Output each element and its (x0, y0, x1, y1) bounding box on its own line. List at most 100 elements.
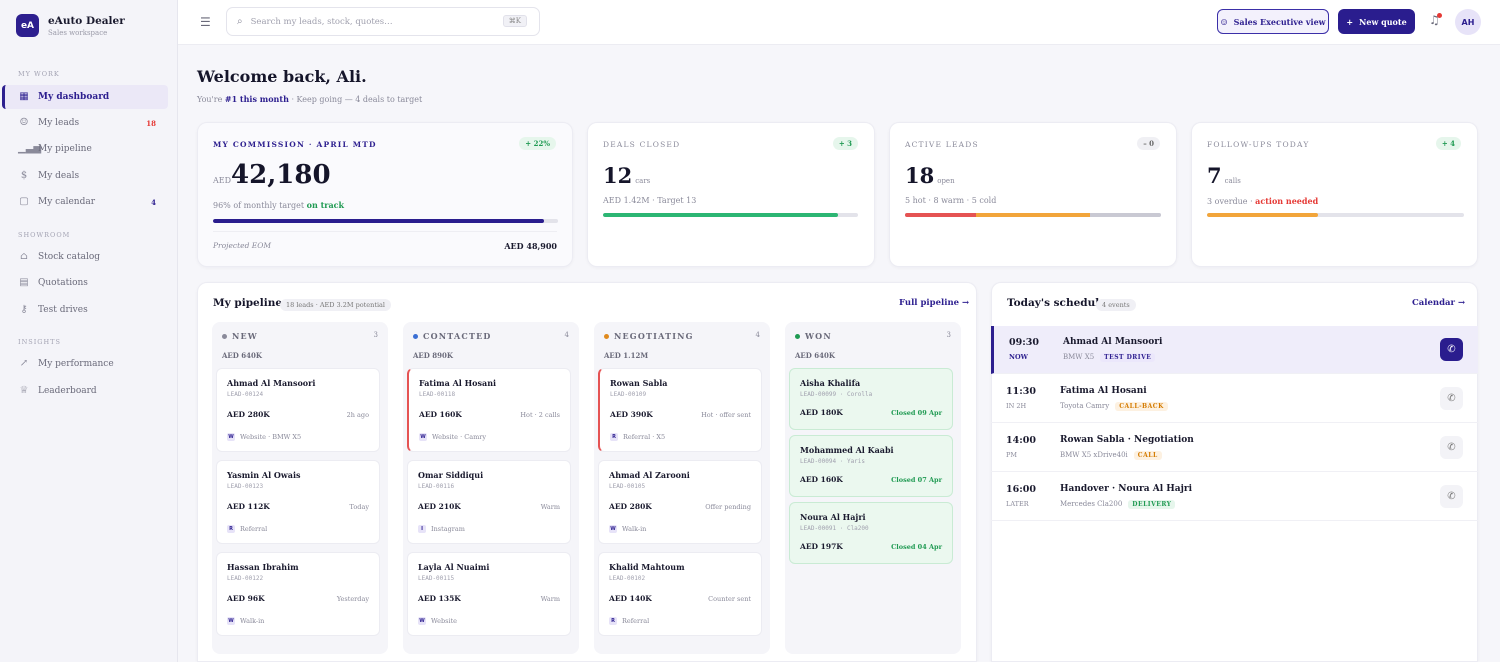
lead-source: R Referral (227, 525, 267, 533)
lead-card[interactable]: Ahmad Al Zarooni LEAD-00105 AED 280K Offer … (598, 460, 762, 544)
phone-icon[interactable]: ✆ (1440, 387, 1463, 410)
sidebar-item-quotations[interactable]: ▤ Quotations (2, 271, 168, 295)
kpi-delta-badge: + 3 (832, 137, 858, 150)
event-time: 09:30 (1009, 337, 1039, 348)
sidebar-item-my-leads[interactable]: ☺ My leads 18 (2, 111, 168, 135)
phone-icon[interactable]: ✆ (1440, 485, 1463, 508)
lead-source: W Walk-in (609, 525, 646, 533)
sidebar-item-my-performance[interactable]: ↗ My performance (2, 352, 168, 376)
lead-amount: AED 112K (227, 502, 270, 511)
hot-segment (905, 213, 977, 217)
sidebar-item-my-calendar[interactable]: ▢ My calendar 4 (2, 190, 168, 214)
nav-section-my-work: MY WORK (18, 70, 60, 78)
lead-card[interactable]: Fatima Al Hosani LEAD-00118 AED 160K Hot · … (407, 368, 571, 452)
lead-amount: AED 140K (609, 594, 652, 603)
source-icon: W (227, 617, 235, 625)
sidebar-item-label: My dashboard (38, 92, 110, 102)
lead-amount: AED 160K (419, 410, 462, 419)
kpi-card-active-leads[interactable]: ACTIVE LEADS – 0 18 open 5 hot · 8 warm ·… (889, 122, 1177, 267)
schedule-event[interactable]: 09:30 NOW Ahmad Al Mansoori BMW X5 TEST DRIV… (991, 326, 1478, 374)
kpi-card-deals-closed[interactable]: DEALS CLOSED + 3 12 cars AED 1.42M · Targ… (587, 122, 875, 267)
column-count: 3 (946, 331, 951, 339)
grid-icon: ▦ (19, 91, 29, 102)
source-label: Website (431, 617, 458, 625)
topbar: ☰ ⌕ ⌘K ☺ Sales Executive view + New quot… (178, 0, 1500, 45)
sidebar-item-stock-catalog[interactable]: ⌂ Stock catalog (2, 245, 168, 269)
lead-name: Rowan Sabla (610, 378, 668, 388)
lead-id: LEAD-00105 (609, 483, 646, 490)
lead-card[interactable]: Yasmin Al Owais LEAD-00123 AED 112K Today R R… (216, 460, 380, 544)
source-icon: W (419, 433, 427, 441)
kpi-delta-badge: – 0 (1137, 137, 1160, 150)
sidebar-item-leaderboard[interactable]: ♕ Leaderboard (2, 379, 168, 403)
calendar-link[interactable]: Calendar → (1412, 298, 1466, 308)
lead-card[interactable]: Noura Al Hajri LEAD-00091 · Cla200 AED 197… (789, 502, 953, 564)
search-input[interactable] (250, 16, 491, 27)
schedule-event[interactable]: 16:00 LATER Handover · Noura Al Hajri Merce… (991, 473, 1478, 521)
search-icon: ⌕ (237, 16, 243, 27)
kpi-subtext: 96% of monthly target on track (213, 200, 344, 210)
lead-meta: Hot · 2 calls (520, 411, 560, 419)
sidebar-item-my-pipeline[interactable]: ▁▃▅ My pipeline (2, 137, 168, 161)
event-type-badge: TEST DRIVE (1100, 353, 1156, 362)
schedule-event[interactable]: 14:00 PM Rowan Sabla · Negotiation BMW X5 x… (991, 424, 1478, 472)
pipeline-column-new: NEW 3 AED 640K Ahmad Al Mansoori LEAD-00124 A… (212, 322, 388, 654)
brand[interactable]: eA eAuto Dealer Sales workspace (16, 14, 125, 37)
kpi-card-followups[interactable]: FOLLOW-UPS TODAY + 4 7 calls 3 overdue · … (1191, 122, 1478, 267)
kpi-card-commission[interactable]: MY COMMISSION · APRIL MTD + 22% AED42,18… (197, 122, 573, 267)
calendar-icon: ▢ (19, 196, 29, 207)
bell-icon[interactable]: ♫ (1429, 13, 1440, 27)
column-name: CONTACTED (423, 331, 492, 341)
sidebar-item-test-drives[interactable]: ⚷ Test drives (2, 298, 168, 322)
page-title: Welcome back, Ali. (197, 67, 367, 86)
warm-segment (976, 213, 1090, 217)
welcome-prefix: You're (197, 95, 223, 104)
event-time: 16:00 (1006, 484, 1036, 495)
lead-meta: Closed 07 Apr (891, 476, 942, 484)
schedule-event[interactable]: 11:30 IN 2H Fatima Al Hosani Toyota Camry CA… (991, 375, 1478, 423)
lead-amount: AED 180K (800, 408, 843, 417)
lead-id: LEAD-00102 (609, 575, 646, 582)
source-label: Website · BMW X5 (240, 433, 302, 441)
phone-icon[interactable]: ✆ (1440, 436, 1463, 459)
lead-card[interactable]: Omar Siddiqui LEAD-00116 AED 210K Warm I Inst… (407, 460, 571, 544)
brand-logo: eA (16, 14, 39, 37)
event-detail: BMW X5 TEST DRIVE (1063, 353, 1156, 362)
event-type-badge: DELIVERY (1128, 500, 1176, 509)
event-relative-time: IN 2H (1006, 402, 1027, 410)
sidebar-item-my-dashboard[interactable]: ▦ My dashboard (2, 85, 168, 109)
event-car: BMW X5 xDrive40i (1060, 451, 1128, 459)
lead-card[interactable]: Mohammed Al Kaabi LEAD-00094 · Yaris AED 1… (789, 435, 953, 497)
welcome-subtitle: You're #1 this month · Keep going — 4 de… (197, 94, 422, 104)
search-box[interactable]: ⌕ ⌘K (226, 7, 540, 36)
lead-card[interactable]: Aisha Khalifa LEAD-00099 · Corolla AED 180… (789, 368, 953, 430)
lead-card[interactable]: Ahmad Al Mansoori LEAD-00124 AED 280K 2h ag… (216, 368, 380, 452)
new-quote-button[interactable]: + New quote (1338, 9, 1415, 34)
lead-meta: Warm (540, 595, 560, 603)
avatar[interactable]: AH (1455, 9, 1481, 35)
trend-icon: ↗ (19, 358, 29, 369)
sidebar-item-my-deals[interactable]: $ My deals (2, 164, 168, 188)
dollar-icon: $ (20, 170, 28, 181)
user-icon: ☺ (1220, 16, 1228, 27)
menu-icon[interactable]: ☰ (200, 15, 211, 29)
lead-card[interactable]: Khalid Mahtoum LEAD-00102 AED 140K Counter … (598, 552, 762, 636)
target-text: 96% of monthly target (213, 201, 305, 210)
followups-progress (1207, 213, 1464, 217)
pipeline-title: My pipeline (213, 297, 283, 309)
lead-amount: AED 135K (418, 594, 461, 603)
brand-subtitle: Sales workspace (48, 28, 108, 37)
sales-executive-view-button[interactable]: ☺ Sales Executive view (1217, 9, 1329, 34)
sidebar-item-label: My deals (38, 171, 80, 181)
source-label: Website · Camry (432, 433, 487, 441)
column-count: 4 (564, 331, 569, 339)
column-name: WON (805, 331, 832, 341)
lead-card[interactable]: Rowan Sabla LEAD-00109 AED 390K Hot · offer… (598, 368, 762, 452)
lead-card[interactable]: Hassan Ibrahim LEAD-00122 AED 96K Yesterday… (216, 552, 380, 636)
full-pipeline-link[interactable]: Full pipeline → (899, 298, 970, 308)
phone-icon[interactable]: ✆ (1440, 338, 1463, 361)
search-shortcut: ⌘K (502, 15, 527, 27)
lead-card[interactable]: Layla Al Nuaimi LEAD-00115 AED 135K Warm W We… (407, 552, 571, 636)
lead-amount: AED 197K (800, 542, 843, 551)
lead-id: LEAD-00099 · Corolla (800, 391, 873, 398)
